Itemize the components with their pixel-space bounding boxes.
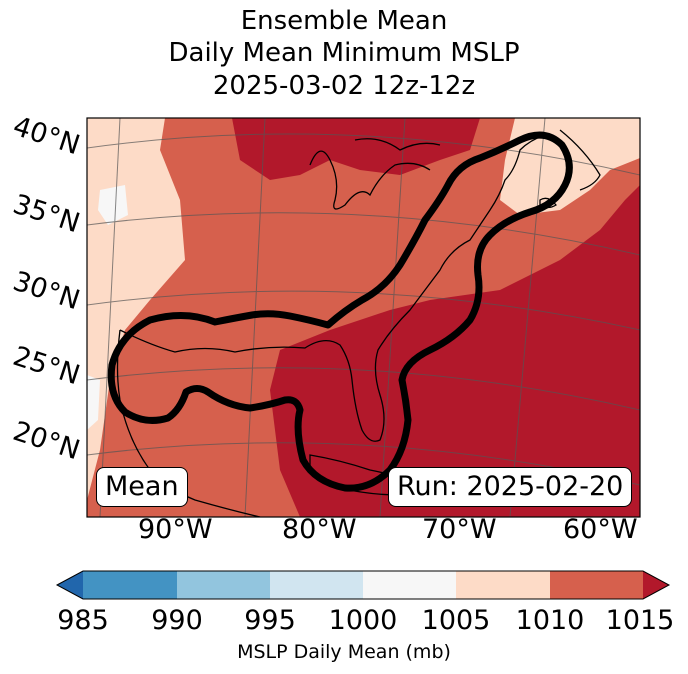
colorbar-extend-low [57, 571, 83, 599]
title-line-1: Ensemble Mean [240, 6, 448, 36]
colorbar [55, 570, 671, 600]
lon-label-80: 80°W [282, 514, 357, 545]
colorbar-tick: 1010 [515, 605, 585, 636]
field-995-1000-edge [87, 375, 100, 430]
colorbar-bin-995-1000 [270, 571, 363, 599]
lon-label-90: 90°W [138, 514, 213, 545]
colorbar-tick: 1000 [328, 605, 398, 636]
colorbar-bin-990-995 [177, 571, 270, 599]
title-line-3: 2025-03-02 12z-12z [212, 71, 476, 101]
colorbar-tick: 990 [151, 605, 203, 636]
colorbar-bin-985-990 [83, 571, 177, 599]
colorbar-outline [55, 570, 671, 600]
graticule [87, 118, 640, 517]
pressure-field [87, 118, 640, 517]
colorbar-bin-1010-1015 [550, 571, 643, 599]
run-date-label-box: Run: 2025-02-20 [388, 467, 633, 507]
colorbar-tick: 995 [244, 605, 296, 636]
lon-label-70: 70°W [422, 514, 497, 545]
mean-label-box: Mean [96, 467, 188, 507]
colorbar-label: MSLP Daily Mean (mb) [237, 641, 451, 663]
colorbar-tick: 985 [57, 605, 109, 636]
lon-label-60: 60°W [563, 514, 638, 545]
colorbar-tick: 1005 [421, 605, 491, 636]
region-contour [107, 131, 573, 492]
field-995-1000-spot [98, 185, 128, 225]
colorbar-bin-1005-1010 [456, 571, 550, 599]
colorbar-tick: 1015 [605, 605, 675, 636]
field-1010-1015-south [270, 185, 640, 517]
colorbar-bin-1000-1005 [363, 571, 456, 599]
colorbar-extend-high [643, 571, 669, 599]
title-line-2: Daily Mean Minimum MSLP [168, 38, 520, 68]
map-frame [86, 117, 641, 518]
